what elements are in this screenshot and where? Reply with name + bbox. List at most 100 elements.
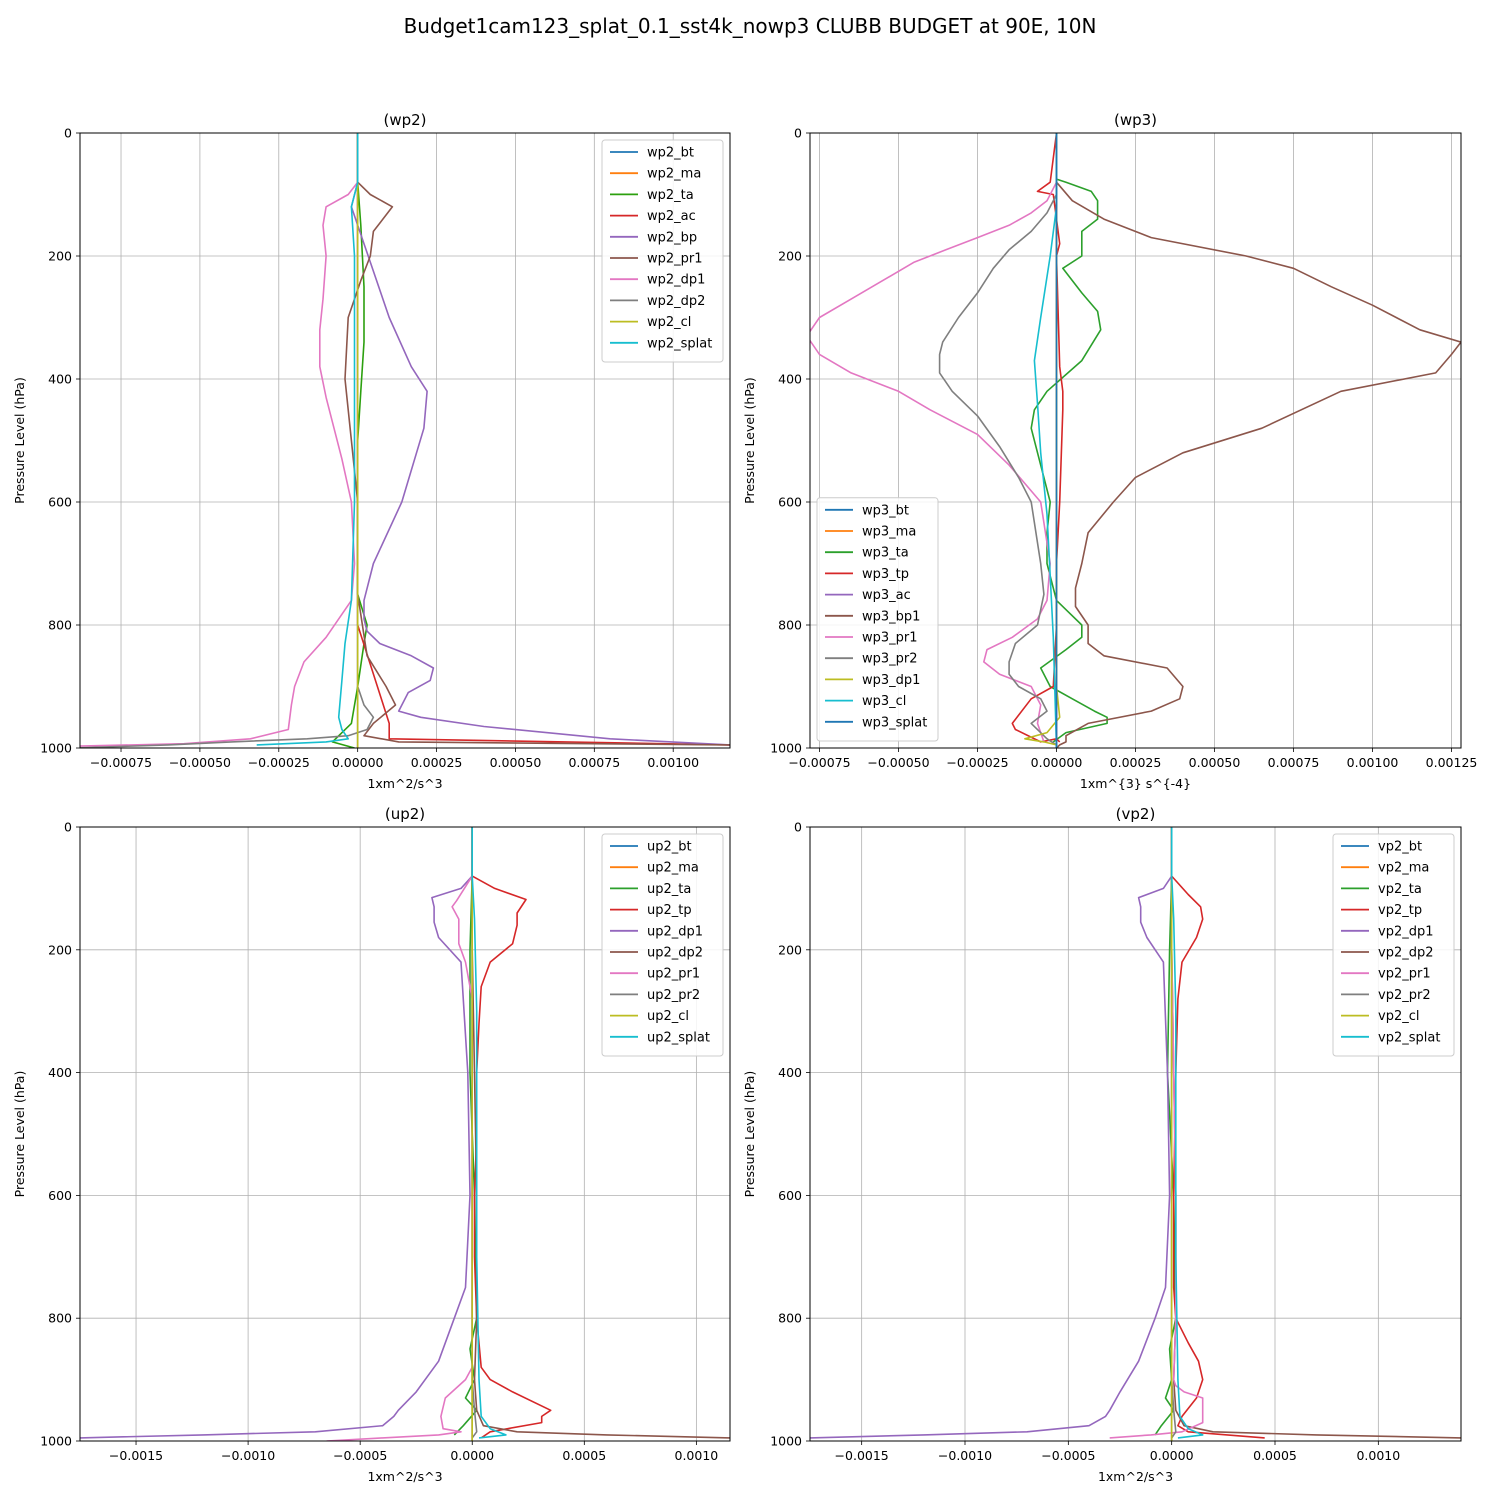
y-tick-label: 200 (48, 942, 72, 957)
series-line-up2_dp1 (80, 827, 474, 1439)
figure-title: Budget1cam123_splat_0.1_sst4k_nowp3 CLUB… (403, 14, 1097, 38)
x-tick-label: 0.00100 (1347, 755, 1399, 770)
series-line-up2_pr1 (326, 827, 474, 1441)
series-line-vp2_ta (1154, 827, 1177, 1436)
x-tick-label: 0.00000 (332, 755, 384, 770)
series-line-up2_dp2 (471, 827, 730, 1439)
series-line-wp2_splat (256, 133, 359, 746)
legend-label: wp3_ac (862, 588, 911, 603)
x-tick-label: 0.0005 (1253, 1448, 1297, 1463)
series-line-wp2_pr1 (344, 133, 730, 746)
series-line-wp3_bp1 (1055, 133, 1461, 748)
x-tick-label: 0.0000 (1150, 1448, 1194, 1463)
y-tick-label: 200 (778, 942, 802, 957)
y-axis-label: Pressure Level (hPa) (742, 377, 757, 504)
series-line-wp2_dp1 (80, 133, 359, 747)
x-axis-label: 1xm^2/s^3 (367, 776, 442, 791)
legend-label: vp2_bt (1378, 840, 1422, 855)
legend-box (601, 833, 724, 1057)
legend-label: vp2_ma (1378, 861, 1429, 876)
chart-panel-2: −0.00075 −0.00050 −0.00025 0.00000 0.00025 0.… (742, 111, 1477, 791)
legend-label: wp3_bt (862, 503, 909, 518)
series-group (810, 827, 1461, 1441)
legend-label: wp2_pr1 (647, 252, 703, 267)
legend-label: up2_pr1 (647, 967, 700, 982)
legend-label: up2_pr2 (647, 988, 700, 1003)
axes-frame (809, 826, 1462, 1442)
axes-frame (79, 132, 731, 749)
x-tick-label: 0.0010 (675, 1448, 719, 1463)
legend-label: wp2_cl (647, 315, 691, 330)
x-tick-label: −0.00075 (90, 755, 152, 770)
legend-label: wp3_splat (862, 715, 927, 730)
legend-label: wp2_bt (647, 146, 694, 161)
y-tick-label: 0 (794, 820, 802, 835)
x-tick-label: 0.0010 (1356, 1448, 1400, 1463)
legend-box (601, 139, 724, 363)
x-tick-label: −0.00050 (169, 755, 231, 770)
series-group (80, 827, 730, 1441)
x-axis-label: 1xm^{3} s^{-4} (1080, 776, 1191, 791)
legend-label: up2_bt (647, 840, 692, 855)
series-line-up2_tp (471, 827, 552, 1439)
x-tick-label: −0.0005 (333, 1448, 387, 1463)
legend-label: vp2_tp (1378, 903, 1422, 918)
axes-frame (79, 826, 731, 1442)
legend-label: vp2_cl (1378, 1009, 1419, 1024)
y-tick-label: 800 (778, 1311, 802, 1326)
series-line-vp2_dp1 (810, 827, 1173, 1439)
chart-title: (wp3) (1114, 111, 1157, 129)
legend-label: vp2_splat (1378, 1030, 1440, 1045)
series-line-wp3_pr2 (938, 133, 1058, 746)
legend-label: wp2_splat (647, 336, 712, 351)
x-tick-label: 0.00000 (1031, 755, 1083, 770)
series-line-wp3_tp (1011, 133, 1064, 743)
legend-label: wp3_bp1 (862, 609, 920, 624)
x-tick-label: 0.00075 (568, 755, 620, 770)
legend-label: vp2_pr1 (1378, 967, 1431, 982)
x-tick-label: 0.00100 (647, 755, 699, 770)
legend: wp3_bt wp3_ma wp3_ta wp3_tp wp3_ac wp3_bp1 wp3… (816, 497, 939, 742)
legend-label: wp3_ma (862, 525, 916, 540)
legend-label: up2_dp1 (647, 924, 703, 939)
x-tick-label: −0.0015 (109, 1448, 163, 1463)
x-tick-label: 0.00025 (1110, 755, 1162, 770)
y-tick-label: 400 (778, 1065, 802, 1080)
legend: up2_bt up2_ma up2_ta up2_tp up2_dp1 up2_dp2up… (601, 833, 724, 1057)
legend-box (1332, 833, 1455, 1057)
series-line-wp3_cl (1033, 133, 1058, 748)
x-tick-label: −0.0010 (221, 1448, 275, 1463)
legend-label: up2_dp2 (647, 946, 703, 961)
legend-label: up2_tp (647, 903, 692, 918)
y-tick-label: 1000 (40, 741, 72, 756)
legend-label: wp2_ac (647, 209, 696, 224)
series-line-vp2_tp (1170, 827, 1265, 1439)
y-tick-label: 0 (64, 820, 72, 835)
legend-label: wp2_bp (647, 230, 697, 245)
legend-label: wp2_ta (647, 188, 694, 203)
legend-label: up2_ma (647, 861, 699, 876)
legend-label: up2_cl (647, 1009, 689, 1024)
legend: wp2_bt wp2_ma wp2_ta wp2_ac wp2_bp wp2_pr1 wp2… (601, 139, 724, 363)
legend: vp2_bt vp2_ma vp2_ta vp2_tp vp2_dp1 vp2_dp2vp… (1332, 833, 1455, 1057)
x-tick-label: −0.00025 (946, 755, 1008, 770)
x-axis-label: 1xm^2/s^3 (367, 1469, 442, 1484)
x-tick-label: 0.00125 (1426, 755, 1478, 770)
series-group (810, 133, 1461, 748)
x-tick-label: 0.00050 (1189, 755, 1241, 770)
x-tick-label: −0.0015 (835, 1448, 889, 1463)
y-tick-label: 800 (48, 618, 72, 633)
y-tick-label: 600 (778, 1188, 802, 1203)
y-tick-label: 400 (48, 372, 72, 387)
y-tick-label: 400 (778, 372, 802, 387)
x-tick-label: 0.00075 (1268, 755, 1320, 770)
chart-title: (wp2) (383, 111, 426, 129)
series-group (80, 133, 730, 748)
y-tick-label: 600 (48, 495, 72, 510)
x-tick-label: −0.00050 (867, 755, 929, 770)
legend-label: vp2_pr2 (1378, 988, 1431, 1003)
x-tick-label: −0.00025 (248, 755, 310, 770)
y-axis-label: Pressure Level (hPa) (12, 377, 27, 504)
chart-panel-3: −0.0015 −0.0010 −0.0005 0.0000 0.0005 0.0010 0… (12, 805, 731, 1484)
